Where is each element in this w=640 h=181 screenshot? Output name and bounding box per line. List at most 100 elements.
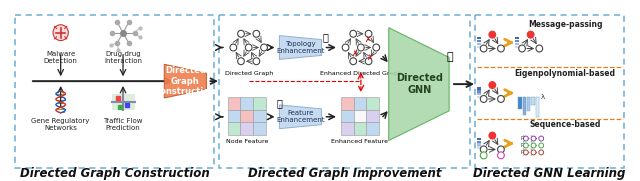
- Circle shape: [524, 143, 528, 148]
- Text: Message-passing: Message-passing: [528, 20, 602, 29]
- Bar: [228, 122, 241, 135]
- Text: Enhanced Feature: Enhanced Feature: [332, 138, 388, 144]
- Circle shape: [497, 146, 504, 153]
- Bar: [340, 122, 353, 135]
- Circle shape: [342, 44, 349, 51]
- Circle shape: [489, 82, 495, 89]
- Bar: [477, 146, 481, 149]
- Circle shape: [245, 44, 252, 51]
- Bar: [536, 97, 539, 117]
- Bar: [353, 97, 366, 110]
- Circle shape: [358, 44, 364, 51]
- Bar: [477, 138, 481, 140]
- Bar: [477, 87, 481, 90]
- Bar: [477, 46, 481, 48]
- Bar: [515, 46, 519, 48]
- Bar: [366, 97, 379, 110]
- Circle shape: [480, 45, 487, 52]
- Bar: [523, 97, 526, 115]
- Circle shape: [497, 45, 504, 52]
- Circle shape: [365, 30, 372, 37]
- Bar: [515, 43, 519, 45]
- Bar: [353, 122, 366, 135]
- Bar: [531, 97, 535, 105]
- Text: Directed Graph: Directed Graph: [225, 71, 273, 76]
- Text: Drug-drug
Interaction: Drug-drug Interaction: [104, 51, 142, 64]
- Text: λ: λ: [541, 94, 545, 100]
- Circle shape: [480, 152, 487, 159]
- Text: P₃: P₃: [520, 150, 525, 155]
- Bar: [477, 43, 481, 45]
- Text: Directed
Graph
Construction: Directed Graph Construction: [155, 66, 216, 96]
- Circle shape: [518, 45, 525, 52]
- Circle shape: [253, 58, 260, 65]
- Circle shape: [539, 150, 543, 155]
- Bar: [366, 110, 379, 122]
- Bar: [340, 110, 353, 122]
- Text: Gene Regulatory
Networks: Gene Regulatory Networks: [31, 118, 90, 131]
- Text: P₂: P₂: [520, 143, 525, 148]
- Bar: [228, 97, 241, 110]
- Polygon shape: [280, 36, 321, 59]
- Bar: [111, 94, 134, 110]
- Circle shape: [539, 143, 543, 148]
- Circle shape: [497, 152, 504, 159]
- Text: Malware
Detection: Malware Detection: [44, 51, 77, 64]
- Bar: [15, 15, 214, 168]
- Text: Enhanced Directed Graph: Enhanced Directed Graph: [320, 71, 401, 76]
- Circle shape: [237, 30, 244, 37]
- Text: Directed
GNN: Directed GNN: [396, 73, 443, 95]
- Text: Traffic Flow
Prediction: Traffic Flow Prediction: [103, 118, 143, 131]
- Bar: [253, 110, 266, 122]
- Text: Feature
Enhancement: Feature Enhancement: [276, 110, 324, 123]
- Text: ✗: ✗: [351, 49, 357, 58]
- Bar: [219, 15, 470, 168]
- Text: Sequence-based: Sequence-based: [529, 120, 601, 129]
- Text: Directed Graph Improvement: Directed Graph Improvement: [248, 167, 442, 180]
- Bar: [477, 40, 481, 42]
- Bar: [477, 37, 481, 39]
- Circle shape: [260, 44, 268, 51]
- Bar: [241, 122, 253, 135]
- Bar: [518, 97, 522, 109]
- Bar: [228, 110, 241, 122]
- Bar: [253, 97, 266, 110]
- Circle shape: [489, 31, 495, 38]
- Text: 🔥: 🔥: [276, 98, 282, 108]
- Polygon shape: [164, 64, 207, 98]
- Circle shape: [350, 30, 356, 37]
- Bar: [241, 110, 253, 122]
- Bar: [515, 40, 519, 42]
- Bar: [241, 97, 253, 110]
- Circle shape: [531, 143, 536, 148]
- Bar: [353, 110, 366, 122]
- Circle shape: [524, 136, 528, 141]
- Text: P₁: P₁: [520, 136, 525, 141]
- Circle shape: [480, 146, 487, 153]
- Polygon shape: [280, 105, 321, 129]
- Circle shape: [237, 58, 244, 65]
- Circle shape: [230, 44, 237, 51]
- Bar: [477, 140, 481, 143]
- Circle shape: [350, 58, 356, 65]
- Circle shape: [536, 45, 543, 52]
- Text: Directed GNN Learning: Directed GNN Learning: [473, 167, 625, 180]
- Circle shape: [539, 136, 543, 141]
- Bar: [477, 144, 481, 146]
- Polygon shape: [388, 28, 449, 140]
- Text: Topology
Enhancement: Topology Enhancement: [276, 41, 324, 54]
- Bar: [477, 96, 481, 98]
- Circle shape: [527, 31, 534, 38]
- Text: ✗: ✗: [364, 35, 371, 44]
- Circle shape: [531, 136, 536, 141]
- Bar: [477, 90, 481, 92]
- Circle shape: [489, 132, 495, 139]
- Bar: [366, 122, 379, 135]
- Bar: [515, 37, 519, 39]
- Circle shape: [53, 25, 68, 41]
- Bar: [475, 15, 624, 168]
- Circle shape: [480, 96, 487, 102]
- Bar: [477, 93, 481, 96]
- Text: Directed Graph Construction: Directed Graph Construction: [20, 167, 209, 180]
- Text: ✗: ✗: [366, 53, 372, 62]
